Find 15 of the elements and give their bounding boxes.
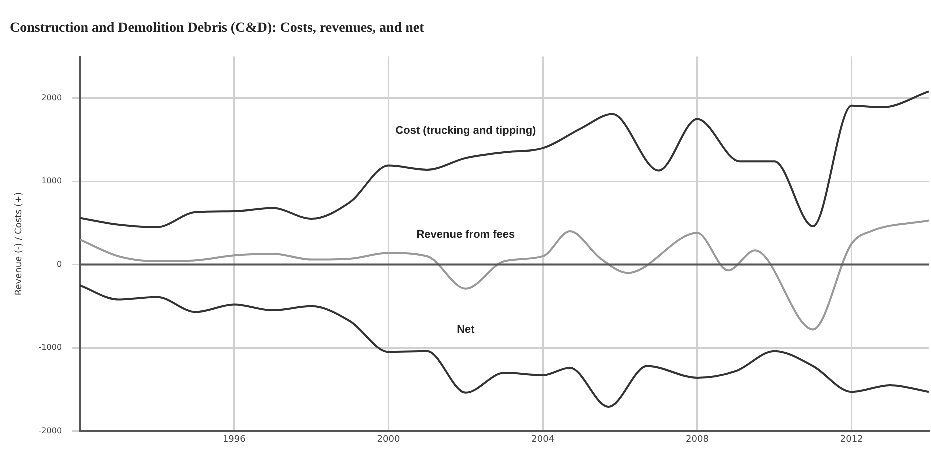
y-tick-label: -2000 [38, 426, 62, 436]
chart-title: Construction and Demolition Debris (C&D): Costs, revenues, and net [10, 21, 425, 36]
x-tick-label: 2012 [840, 434, 864, 445]
x-tick-label: 2008 [686, 434, 710, 445]
y-tick-label: 2000 [42, 93, 62, 102]
y-tick-label: 1000 [42, 176, 62, 186]
text: Net [457, 324, 476, 336]
y-tick-label: 0 [56, 260, 62, 269]
y-tick-label: -1000 [38, 343, 62, 352]
x-tick-label: 2004 [532, 434, 555, 445]
series-label: Revenue from fees [416, 229, 516, 242]
x-tick-label: 2000 [377, 434, 400, 445]
y-axis-title: Revenue (-) / Costs (+) [14, 192, 25, 296]
series-label: Cost (trucking and tipping) [396, 125, 537, 138]
x-tick-label: 1996 [222, 434, 246, 445]
